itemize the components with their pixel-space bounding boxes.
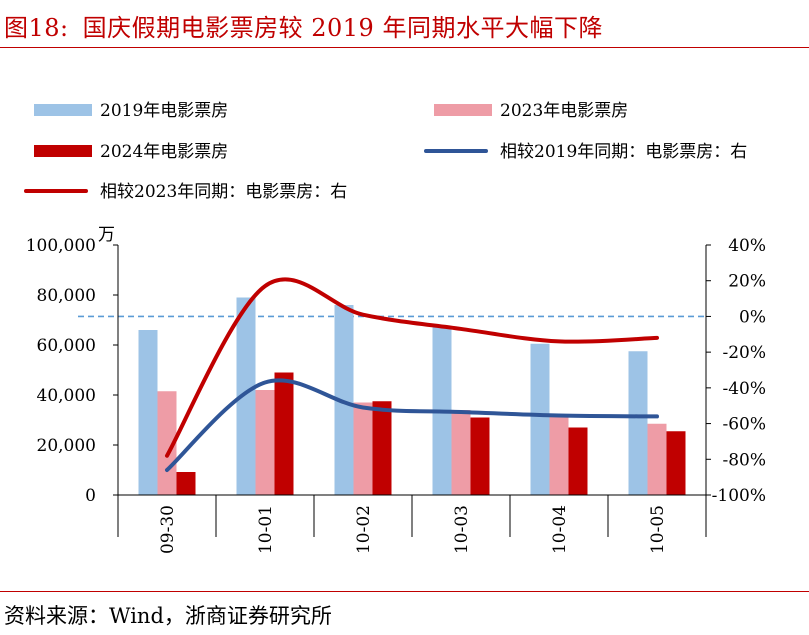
legend-swatch-1: [434, 104, 492, 116]
bar-1-10-04: [530, 343, 550, 495]
bar-3-09-30: [176, 472, 196, 495]
left-tick-label-3: 60,000: [37, 336, 96, 356]
source-rule: [0, 591, 809, 592]
legend-swatch-0: [34, 104, 92, 116]
right-tick-label-6: 20%: [728, 272, 766, 292]
line-series-1: [165, 378, 659, 472]
legend-label-2: 2024年电影票房: [100, 142, 228, 162]
right-tick-label-1: -80%: [722, 450, 766, 470]
x-tick-label-10-04: 10-04: [550, 505, 570, 554]
bar-1-09-30: [138, 330, 158, 495]
figure-title: 图18: 国庆假期电影票房较 2019 年同期水平大幅下降: [4, 8, 603, 43]
bar-2-10-03: [451, 410, 471, 495]
legend: 2019年电影票房 2023年电影票房 2024年电影票房 相较2019年同期：电影票…: [24, 101, 747, 202]
legend-label-1: 2023年电影票房: [500, 101, 628, 121]
bar-1-10-01: [236, 297, 256, 495]
bar-3-10-02: [372, 401, 392, 495]
line-series-2: [165, 277, 659, 458]
bar-2-10-02: [353, 402, 373, 495]
figure-number: 图18:: [4, 14, 69, 42]
right-tick-label-7: 40%: [728, 236, 766, 256]
x-tick-label-10-02: 10-02: [354, 505, 374, 554]
lines: [165, 277, 659, 472]
right-tick-label-3: -40%: [722, 379, 766, 399]
left-tick-label-5: 100,000: [26, 236, 96, 256]
chart: 2019年电影票房 2023年电影票房 2024年电影票房 相较2019年同期：电影票…: [24, 101, 766, 554]
left-tick-label-4: 80,000: [37, 286, 96, 306]
bar-2-10-01: [255, 390, 275, 495]
left-tick-label-1: 20,000: [37, 436, 96, 456]
bar-2-10-04: [549, 416, 569, 495]
title-rule: [0, 47, 809, 48]
bars: [138, 297, 686, 495]
x-tick-label-10-05: 10-05: [648, 505, 668, 554]
left-tick-label-0: 0: [85, 486, 96, 506]
bar-3-10-05: [666, 431, 686, 495]
x-tick-label-10-01: 10-01: [256, 505, 276, 554]
left-axis-unit: 万: [98, 225, 115, 245]
right-tick-label-4: -20%: [722, 343, 766, 363]
bar-3-10-03: [470, 417, 490, 495]
left-tick-label-2: 40,000: [37, 386, 96, 406]
x-tick-label-10-03: 10-03: [452, 505, 472, 554]
bar-3-10-01: [274, 372, 294, 495]
right-tick-label-2: -60%: [722, 415, 766, 435]
axes: 0 20,000 40,000 60,000 80,000 100,000 -100% -80…: [26, 236, 766, 554]
right-tick-label-5: 0%: [739, 307, 766, 327]
bar-2-09-30: [157, 391, 177, 495]
source-note: 资料来源：Wind，浙商证券研究所: [4, 604, 332, 628]
x-tick-label-09-30: 09-30: [158, 505, 178, 554]
legend-label-3: 相较2019年同期：电影票房：右: [500, 142, 747, 162]
right-tick-label-0: -100%: [712, 486, 766, 506]
bar-1-10-05: [628, 351, 648, 495]
figure-title-text: 国庆假期电影票房较 2019 年同期水平大幅下降: [82, 14, 603, 42]
legend-label-4: 相较2023年同期：电影票房：右: [100, 182, 347, 202]
legend-swatch-2: [34, 145, 92, 157]
bar-3-10-04: [568, 427, 588, 495]
bar-2-10-05: [647, 423, 667, 495]
legend-label-0: 2019年电影票房: [100, 101, 228, 121]
